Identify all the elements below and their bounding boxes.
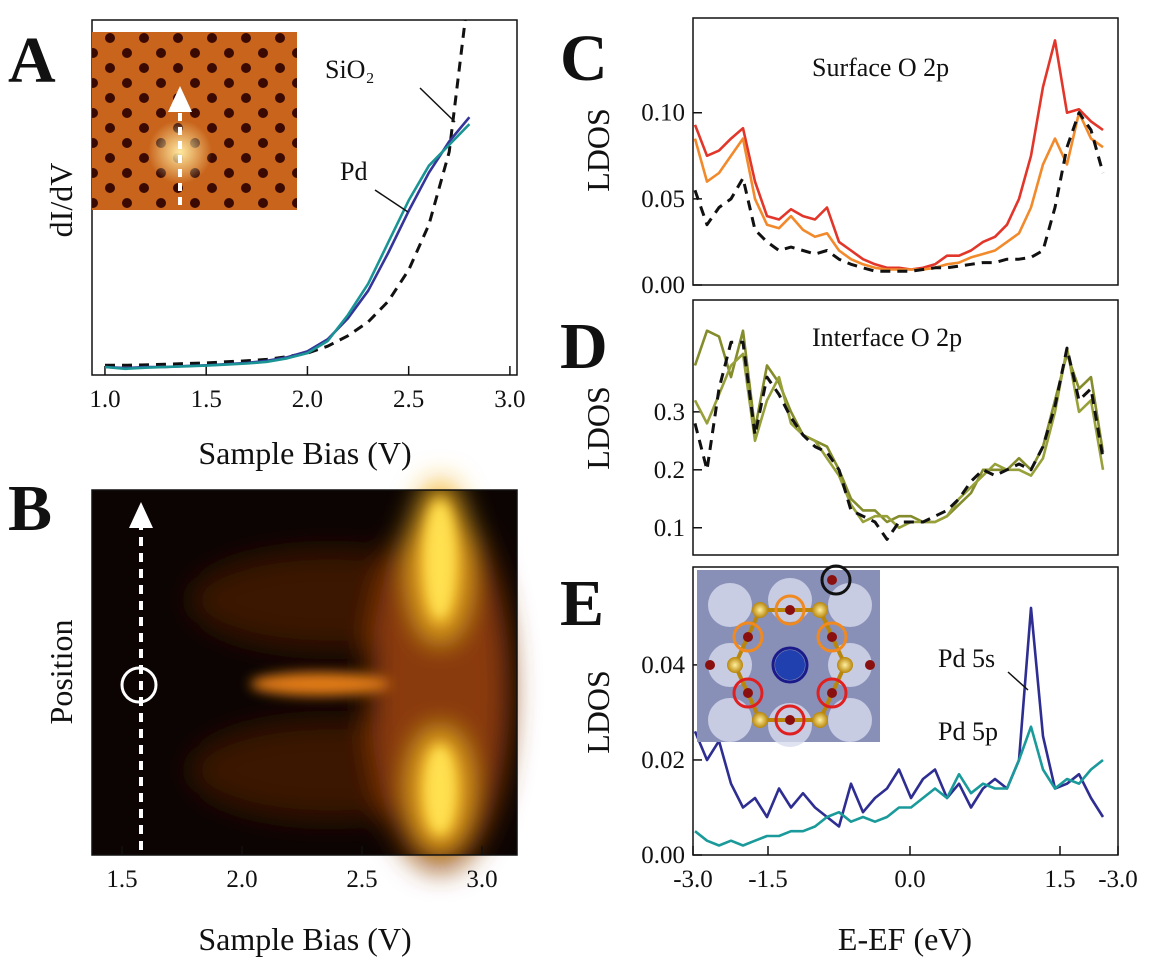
series-line bbox=[693, 111, 1105, 273]
x-tick-label: 1.5 bbox=[106, 866, 137, 893]
y-tick-label: 0.04 bbox=[641, 652, 685, 679]
plot-frame bbox=[692, 17, 1119, 286]
x-tick-label: 2.0 bbox=[226, 866, 257, 893]
x-tick-label: 1.5 bbox=[191, 386, 222, 413]
plot-frame bbox=[91, 489, 518, 856]
annotation: Surface O 2p bbox=[812, 53, 949, 82]
x-axis-label: Sample Bias (V) bbox=[198, 921, 411, 957]
y-axis-label: LDOS bbox=[580, 670, 616, 754]
x-tick-label: 0.0 bbox=[894, 866, 925, 893]
series-line bbox=[693, 346, 1105, 530]
x-axis-label: E-EF (eV) bbox=[838, 921, 972, 957]
panel-label: D bbox=[560, 310, 608, 383]
heatmap-image bbox=[92, 480, 517, 870]
series-label: Pd 5s bbox=[938, 644, 995, 673]
x-axis-label: Sample Bias (V) bbox=[198, 435, 411, 471]
y-tick-label: 0.00 bbox=[641, 272, 685, 299]
y-tick-label: 0.02 bbox=[641, 747, 685, 774]
series-label: Pd 5p bbox=[938, 717, 998, 746]
panel-label: A bbox=[8, 24, 56, 97]
plots: 1.0 1.5 2.0 2.5 3.0 1.5 2.0 2.5 3.0 0.00 0.05 0.10 0… bbox=[89, 17, 1138, 893]
panel-label: E bbox=[560, 567, 604, 640]
series-label: Pd bbox=[340, 157, 367, 186]
y-tick-label: 0.3 bbox=[654, 399, 685, 426]
series-line bbox=[104, 123, 471, 371]
y-tick-label: 0.10 bbox=[641, 100, 685, 127]
leader-line bbox=[1007, 671, 1029, 691]
y-axis-label: dI/dV bbox=[43, 163, 79, 238]
structure-inset bbox=[697, 564, 880, 747]
plot-frame bbox=[692, 566, 1119, 856]
series-line bbox=[694, 725, 1104, 847]
series-line bbox=[693, 606, 1105, 828]
series-line bbox=[693, 111, 1104, 271]
leader-line bbox=[419, 87, 456, 123]
y-axis-label: LDOS bbox=[580, 108, 616, 192]
y-tick-label: 0.00 bbox=[641, 842, 685, 869]
x-tick-label: 2.0 bbox=[292, 386, 323, 413]
series-line bbox=[105, 20, 467, 367]
x-tick-label: 1.0 bbox=[89, 386, 120, 413]
plot-frame bbox=[692, 299, 1119, 556]
panel-label: B bbox=[8, 472, 52, 545]
x-tick-label: -1.5 bbox=[748, 866, 788, 893]
y-axis-label: LDOS bbox=[580, 386, 616, 470]
y-tick-label: 0.05 bbox=[641, 186, 685, 213]
x-tick-label: 3.0 bbox=[466, 866, 497, 893]
stm-inset bbox=[92, 32, 297, 210]
annotation: Interface O 2p bbox=[812, 323, 962, 352]
series-label: SiO₂ bbox=[325, 55, 375, 84]
x-tick-label: -3.0 bbox=[673, 866, 713, 893]
series-line bbox=[693, 39, 1104, 271]
series-line bbox=[693, 340, 1105, 541]
panel-label: C bbox=[560, 22, 608, 95]
y-tick-label: 0.1 bbox=[654, 515, 685, 542]
x-tick-label: 2.5 bbox=[346, 866, 377, 893]
x-tick-label: 1.5 bbox=[1044, 866, 1075, 893]
x-tick-label: 3.0 bbox=[494, 386, 525, 413]
leader-line bbox=[374, 189, 409, 213]
x-tick-label: 2.5 bbox=[393, 386, 424, 413]
y-tick-label: 0.2 bbox=[654, 457, 685, 484]
x-tick-label: -3.0 bbox=[1098, 866, 1138, 893]
y-axis-label: Position bbox=[43, 620, 79, 725]
